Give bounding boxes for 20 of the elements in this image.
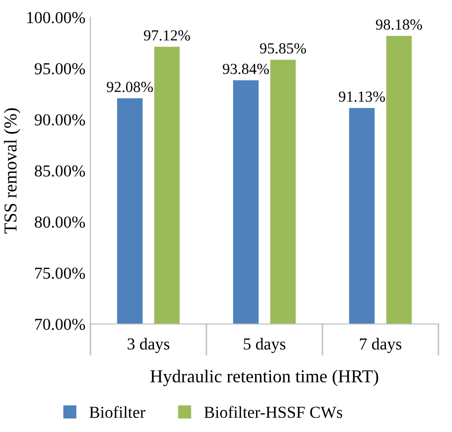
y-tick-label: 100.00%: [27, 12, 85, 24]
y-tick-label: 90.00%: [34, 114, 85, 126]
legend-label: Biofilter-HSSF CWs: [204, 406, 342, 418]
x-tick-label: 7 days: [360, 338, 402, 354]
y-tick-label: 80.00%: [34, 216, 85, 228]
data-label: 95.85%: [260, 43, 306, 54]
legend-label: Biofilter: [89, 406, 146, 418]
y-axis-title: TSS removal (%): [4, 108, 20, 234]
data-label: 91.13%: [338, 91, 385, 102]
x-axis-title: Hydraulic retention time (HRT): [150, 370, 378, 386]
y-tick-label: 85.00%: [34, 165, 85, 177]
y-tick-label: 95.00%: [34, 63, 85, 74]
y-tick-label: 75.00%: [35, 268, 85, 279]
x-tick-label: 5 days: [244, 338, 286, 354]
data-label: 97.12%: [144, 30, 190, 41]
x-tick-label: 3 days: [128, 338, 170, 354]
data-label: 98.18%: [376, 19, 422, 30]
y-tick-label: 70.00%: [35, 318, 85, 330]
data-label: 93.84%: [222, 64, 269, 74]
data-label: 92.08%: [106, 82, 153, 92]
